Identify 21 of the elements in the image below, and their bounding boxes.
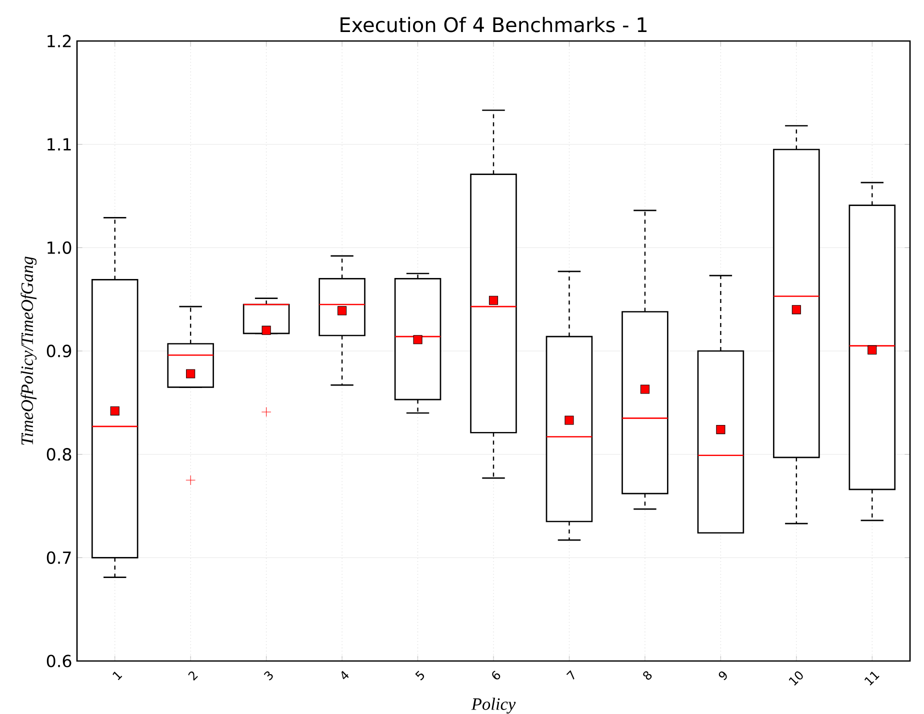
chart-title: Execution Of 4 Benchmarks - 1	[340, 16, 647, 32]
x-axis-title: Policy	[471, 698, 516, 714]
x-tick-label: 6	[492, 670, 500, 680]
x-tick-label: 7	[566, 670, 574, 680]
x-tick-label: 9	[718, 671, 727, 680]
y-tick-label: 1.2	[48, 34, 71, 48]
y-axis-title: TimeOfPolicy/TimeOfGang	[20, 256, 37, 445]
y-tick-label: 1.0	[48, 241, 72, 254]
x-tick-label: 4	[342, 670, 349, 680]
x-tick-label: 3	[264, 671, 273, 680]
y-tick-label: 0.9	[46, 344, 72, 358]
y-tick-label: 1.1	[48, 138, 71, 150]
x-tick-label: 8	[643, 671, 652, 680]
y-tick-label: 0.8	[46, 448, 72, 461]
x-tick-label: 2	[188, 671, 198, 681]
x-tick-label: 10	[788, 671, 803, 686]
y-tick-label: 0.7	[46, 551, 71, 564]
x-tick-label: 1	[112, 672, 122, 680]
y-tick-label: 0.6	[46, 654, 72, 668]
x-tick-label: 5	[415, 670, 424, 680]
x-tick-label: 11	[864, 672, 880, 686]
